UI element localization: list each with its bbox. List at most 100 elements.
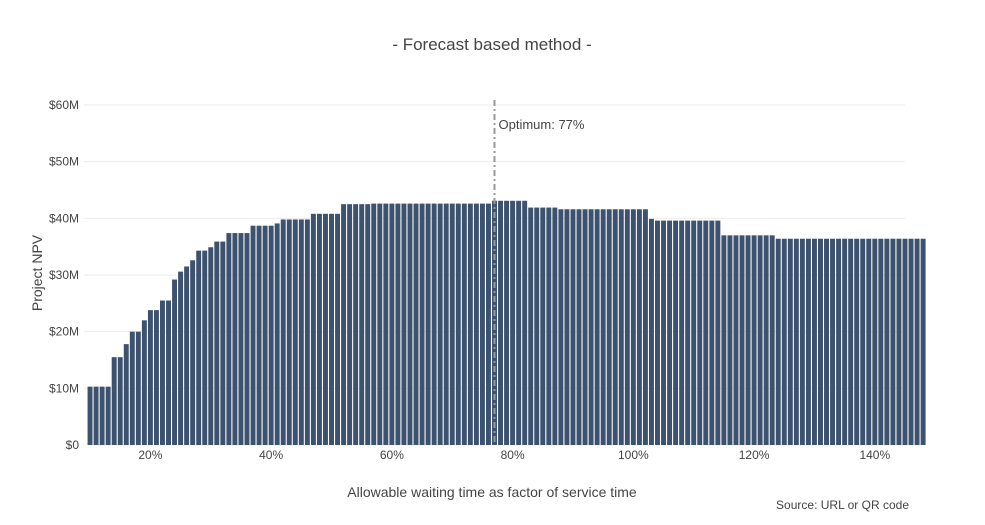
bar [546, 207, 552, 445]
bar [908, 238, 914, 445]
bar [413, 203, 419, 445]
bar [117, 357, 123, 445]
bar [153, 310, 159, 445]
bar [884, 238, 890, 445]
bar [111, 357, 117, 445]
bar [781, 238, 787, 445]
optimum-annotation: Optimum: 77% [499, 117, 585, 132]
x-axis-ticks: 20% 40% 60% 80% 100% 120% 140% [138, 448, 890, 462]
bar [160, 300, 165, 445]
bar [757, 235, 763, 445]
bar [552, 207, 558, 445]
y-axis-ticks: $0 $10M $20M $30M $40M $50M $60M [49, 98, 79, 452]
bar [256, 225, 262, 445]
bar [558, 209, 564, 445]
bar [214, 241, 220, 445]
y-tick-label: $30M [49, 268, 79, 282]
bar [588, 209, 594, 445]
bar [902, 238, 908, 445]
bar [661, 220, 667, 445]
y-tick-label: $60M [49, 98, 79, 112]
bar [914, 238, 920, 445]
bar [739, 235, 745, 445]
bar [606, 209, 612, 445]
bar [612, 209, 618, 445]
bar [105, 386, 111, 445]
bar [268, 225, 274, 445]
bar [123, 344, 129, 445]
bar [528, 207, 534, 445]
bar [443, 203, 449, 445]
bar [630, 209, 636, 445]
bar [642, 209, 648, 445]
y-tick-label: $50M [49, 155, 79, 169]
bar [890, 238, 896, 445]
bar [401, 203, 407, 445]
bar [232, 233, 238, 445]
bar [648, 218, 654, 445]
bar [673, 220, 679, 445]
bar [793, 238, 799, 445]
bar [304, 219, 310, 445]
bar [624, 209, 630, 445]
bar [280, 219, 286, 445]
bar [407, 203, 413, 445]
bar [842, 238, 848, 445]
bar [220, 241, 226, 445]
bar [824, 238, 829, 445]
bar [93, 386, 99, 445]
bar [129, 331, 135, 445]
bar [721, 235, 727, 445]
y-axis-label: Project NPV [29, 234, 45, 311]
bar [679, 220, 685, 445]
bar [425, 203, 431, 445]
bar [811, 238, 817, 445]
x-tick-label: 20% [138, 448, 162, 462]
bar [377, 203, 383, 445]
bar [733, 235, 739, 445]
x-axis-label: Allowable waiting time as factor of serv… [347, 484, 637, 500]
bar [455, 203, 461, 445]
bar [353, 204, 359, 445]
bar [274, 223, 280, 445]
bar [461, 203, 467, 445]
x-tick-label: 60% [380, 448, 404, 462]
bar [166, 300, 171, 445]
bar [769, 235, 775, 445]
bar [244, 233, 250, 445]
bar [449, 203, 455, 445]
bar [347, 204, 353, 445]
bar [522, 200, 528, 445]
x-tick-label: 40% [259, 448, 283, 462]
bar [727, 235, 733, 445]
bar [202, 250, 208, 445]
bar [805, 238, 811, 445]
bar [763, 235, 769, 445]
bar [492, 200, 497, 445]
bar [178, 271, 184, 445]
bar [685, 220, 691, 445]
bar [226, 233, 232, 445]
bar [920, 238, 926, 445]
bar [135, 331, 141, 445]
bar [854, 238, 860, 445]
bar [99, 386, 105, 445]
x-tick-label: 120% [739, 448, 770, 462]
bars [87, 200, 926, 445]
bar [896, 238, 902, 445]
bar [540, 207, 546, 445]
bar [745, 235, 751, 445]
bar [141, 320, 147, 445]
source-note: Source: URL or QR code [776, 498, 909, 512]
bar [709, 220, 715, 445]
bar [208, 247, 214, 445]
chart-title: - Forecast based method - [392, 35, 591, 54]
bar [703, 220, 709, 445]
bar [818, 238, 823, 445]
bar [485, 203, 491, 445]
bar [516, 200, 522, 445]
bar [190, 260, 196, 445]
bar [250, 225, 256, 445]
bar [691, 220, 697, 445]
